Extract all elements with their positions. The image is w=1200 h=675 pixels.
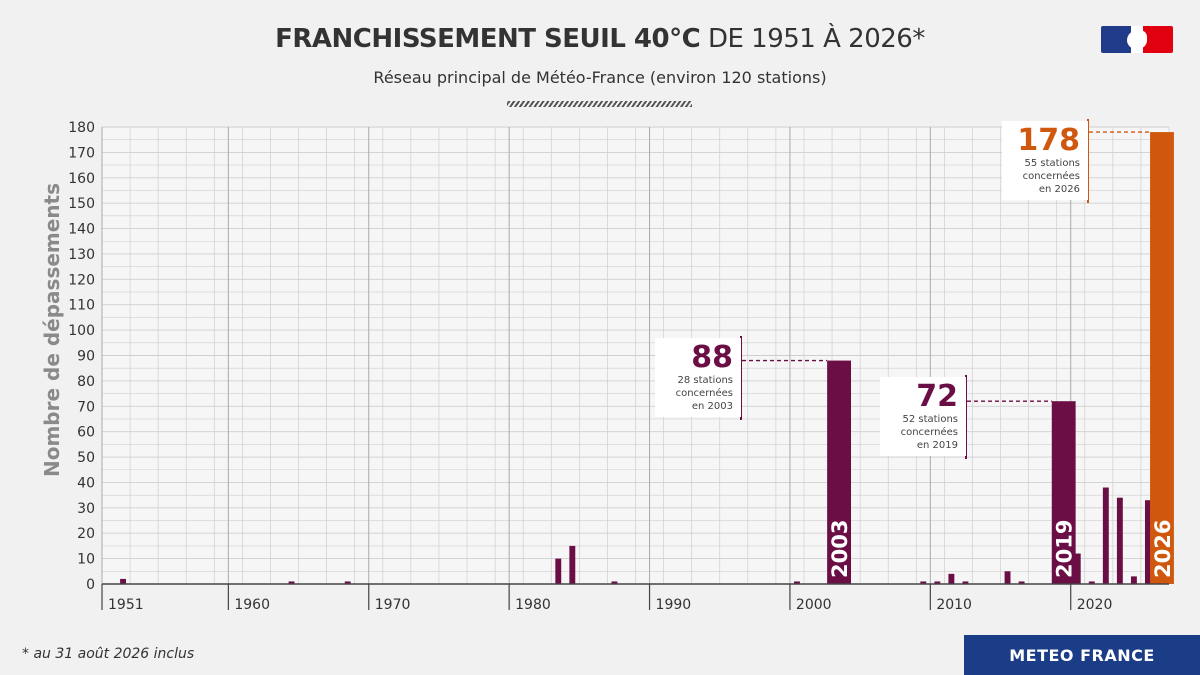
y-tick-label: 60	[77, 425, 95, 441]
bar-1983	[555, 558, 562, 584]
y-tick-label: 130	[68, 247, 95, 263]
x-tick-label: 2020	[1077, 597, 1113, 613]
bar-2020	[1074, 553, 1081, 584]
bar-2000	[794, 581, 800, 584]
x-tick-label: 1951	[108, 597, 144, 613]
callout-text: 28 stations	[677, 375, 733, 386]
bar-2019	[1051, 401, 1076, 584]
y-tick-label: 170	[68, 145, 95, 161]
y-tick-label: 70	[77, 399, 95, 415]
callout-value: 72	[916, 379, 958, 414]
bar-2009	[920, 581, 927, 584]
bar-year-label: 2019	[1053, 520, 1077, 578]
x-tick-label: 1980	[515, 597, 551, 613]
x-tick-label: 1960	[234, 597, 270, 613]
y-tick-label: 120	[68, 272, 95, 288]
callout-text: en 2019	[916, 440, 958, 451]
y-tick-label: 180	[68, 120, 95, 136]
x-tick-label: 2000	[796, 597, 832, 613]
bar-2011	[948, 573, 955, 584]
callout-text: 52 stations	[902, 414, 958, 425]
callout-text: concernées	[675, 388, 733, 399]
y-tick-label: 160	[68, 171, 95, 187]
x-tick-label: 2010	[936, 597, 972, 613]
y-tick-label: 80	[77, 374, 95, 390]
bar-year-label: 2026	[1151, 520, 1175, 578]
marianne-logo	[1101, 26, 1173, 53]
callout-value: 178	[1017, 123, 1080, 158]
title-rest: DE 1951 À 2026*	[700, 24, 925, 54]
callout-text: concernées	[1022, 171, 1080, 182]
chart-title: FRANCHISSEMENT SEUIL 40°C DE 1951 À 2026…	[0, 24, 1200, 54]
bar-year-label: 2003	[828, 520, 852, 578]
chart-subtitle: Réseau principal de Météo-France (enviro…	[373, 68, 827, 87]
bar-2015	[1004, 571, 1011, 584]
bar-2024	[1130, 576, 1137, 584]
meteo-france-logo: METEO FRANCE	[964, 635, 1200, 675]
bar-2026	[1150, 132, 1174, 585]
y-tick-label: 10	[77, 552, 95, 568]
y-tick-label: 90	[77, 349, 95, 365]
bar-1964	[288, 581, 295, 584]
x-tick-label: 1990	[656, 597, 692, 613]
y-tick-label: 110	[68, 298, 95, 314]
bar-1968	[344, 581, 351, 584]
bar-1952	[120, 578, 127, 584]
bar-2022	[1102, 487, 1109, 584]
callout-2003: 88 28 stations concernées en 2003	[655, 338, 741, 417]
footnote: * au 31 août 2026 inclus	[22, 646, 195, 662]
callout-2026: 178 55 stations concernées en 2026	[1002, 121, 1088, 200]
callout-text: en 2026	[1038, 184, 1080, 195]
bar-2021	[1088, 581, 1095, 584]
y-tick-label: 30	[77, 501, 95, 517]
bar-2012	[962, 581, 969, 584]
y-tick-label: 140	[68, 222, 95, 238]
decorative-hatch	[507, 101, 692, 107]
y-tick-label: 50	[77, 450, 95, 466]
y-tick-label: 0	[86, 577, 95, 593]
y-tick-label: 150	[68, 196, 95, 212]
bar-2025	[1144, 500, 1151, 584]
bar-1987	[611, 581, 618, 584]
callout-2019: 72 52 stations concernées en 2019	[880, 377, 966, 456]
title-bold: FRANCHISSEMENT SEUIL 40°C	[275, 24, 701, 54]
callout-text: 55 stations	[1024, 158, 1080, 169]
bar-2003	[827, 360, 852, 584]
bar-2016	[1018, 581, 1025, 584]
bar-2010	[934, 581, 941, 584]
bar-1984	[569, 545, 576, 584]
y-tick-label: 40	[77, 475, 95, 491]
callout-text: concernées	[900, 427, 958, 438]
y-tick-label: 20	[77, 526, 95, 542]
callout-value: 88	[691, 340, 733, 375]
callout-text: en 2003	[691, 401, 733, 412]
marianne-profile-icon	[1127, 30, 1147, 49]
x-tick-label: 1970	[375, 597, 411, 613]
y-tick-label: 100	[68, 323, 95, 339]
bar-2023	[1116, 497, 1123, 584]
